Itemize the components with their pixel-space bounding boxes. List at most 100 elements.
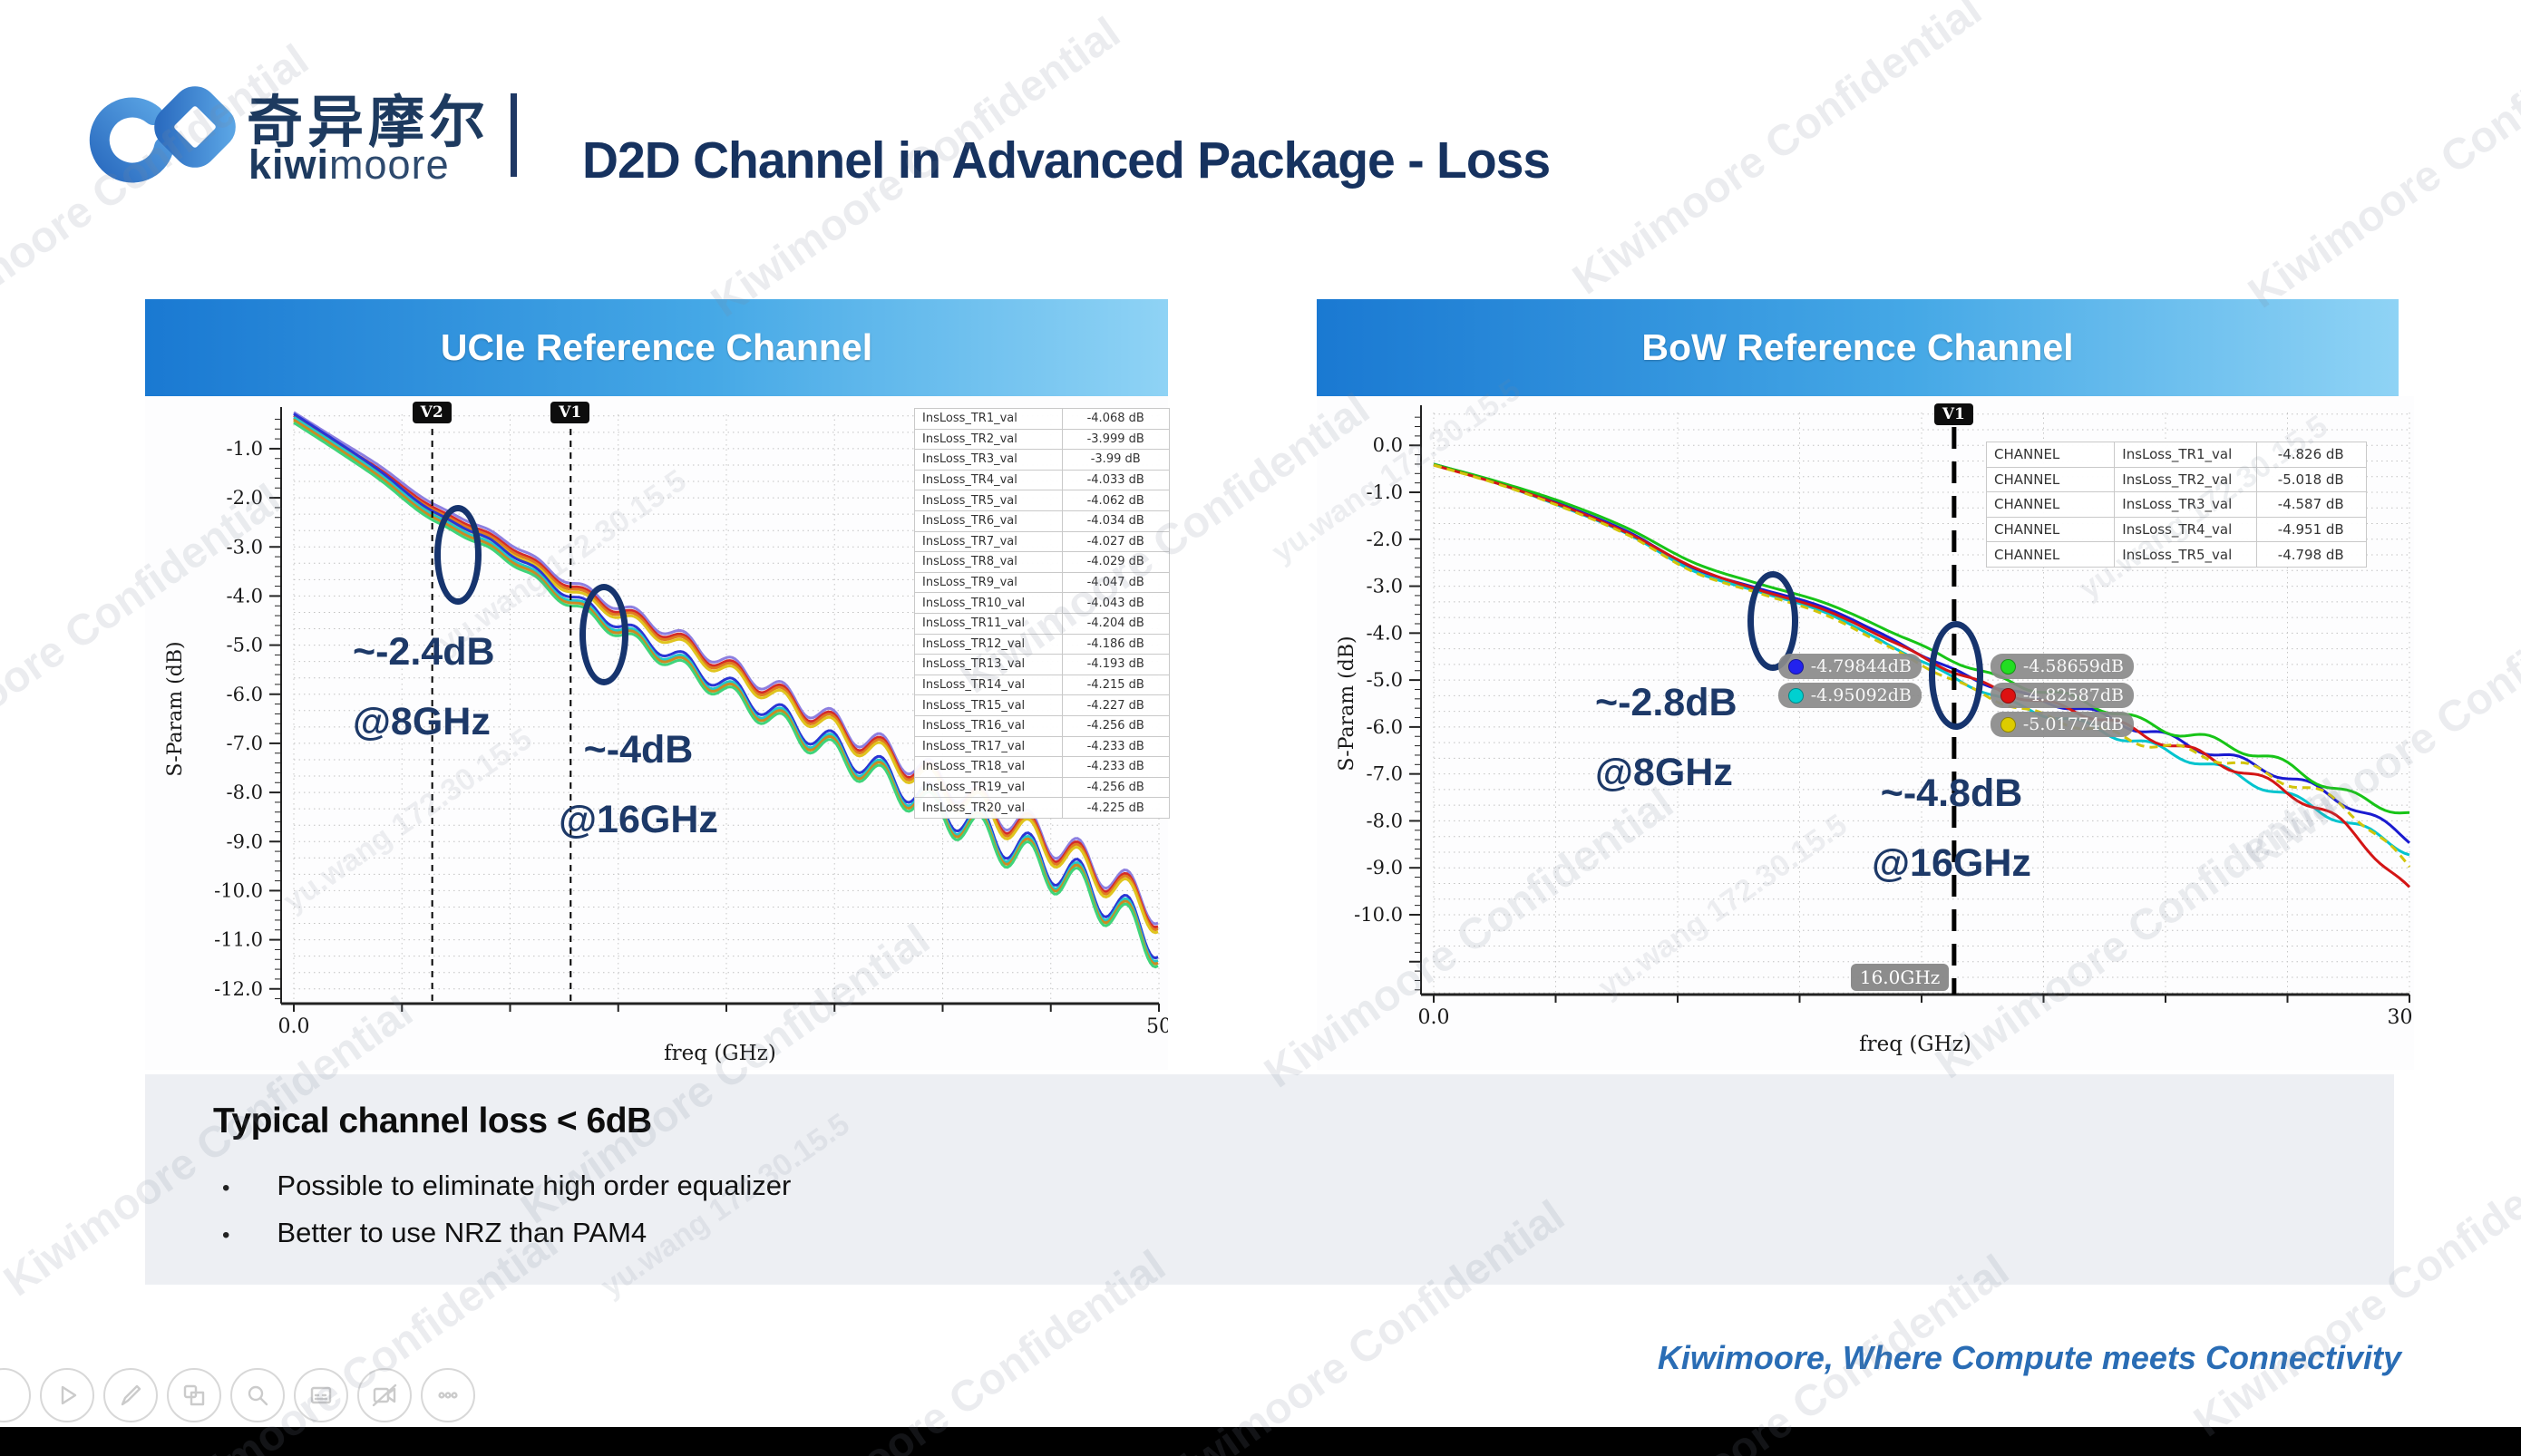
svg-text:-12.0: -12.0 (214, 978, 263, 1000)
series-color-dot (2000, 716, 2016, 733)
series-color-dot (2000, 658, 2016, 675)
table-row: CHANNEL InsLoss_TR5_val -4.798 dB (1985, 541, 2368, 568)
table-row: InsLoss_TR16_val -4.256 dB (913, 714, 1170, 737)
svg-text:30.0: 30.0 (2388, 1006, 2414, 1029)
bow-banner-title: BoW Reference Channel (1641, 326, 2074, 368)
marker-value-badge: -4.58659dB (1990, 654, 2134, 679)
svg-text:-5.0: -5.0 (1367, 669, 1404, 691)
marker-value-badge: -4.79844dB (1777, 654, 1922, 679)
series-InsLoss_TR11-TR20 bundle (293, 421, 1159, 969)
marker-chip-V1[interactable]: V1 (1933, 403, 1973, 425)
callout-freq: @8GHz (353, 700, 491, 744)
series-InsLoss_TR3 (1433, 462, 2410, 815)
table-row: CHANNEL InsLoss_TR4_val -4.951 dB (1985, 516, 2368, 543)
table-row: InsLoss_TR7_val -4.027 dB (913, 530, 1170, 553)
slides-icon[interactable] (167, 1368, 221, 1422)
series-InsLoss_TR1-TR10 bundle (293, 414, 1159, 929)
callout-freq: @16GHz (1872, 841, 2031, 886)
table-row: CHANNEL InsLoss_TR3_val -4.587 dB (1985, 491, 2368, 518)
svg-text:-1.0: -1.0 (227, 438, 264, 460)
previous-icon[interactable] (0, 1368, 31, 1422)
table-row: InsLoss_TR9_val -4.047 dB (913, 571, 1170, 594)
bow-banner: BoW Reference Channel (1317, 299, 2399, 396)
bow-panel: BoW Reference Channel 0.0 -1.0 -2.0 -3.0 -4.… (1317, 299, 2414, 1070)
svg-text:-2.0: -2.0 (1367, 529, 1404, 550)
bottom-black-bar (0, 1427, 2521, 1456)
table-row: InsLoss_TR4_val -4.033 dB (913, 469, 1170, 491)
table-row: CHANNEL InsLoss_TR2_val -5.018 dB (1985, 466, 2368, 493)
svg-text:0.0: 0.0 (278, 1015, 310, 1038)
ucie-banner: UCIe Reference Channel (145, 299, 1168, 396)
svg-text:-8.0: -8.0 (1367, 810, 1404, 831)
table-row: InsLoss_TR18_val -4.233 dB (913, 756, 1170, 778)
svg-text:-4.0: -4.0 (227, 585, 264, 607)
kiwimoore-logo-icon (89, 86, 236, 183)
svg-text:-3.0: -3.0 (227, 536, 264, 558)
svg-text:-4.0: -4.0 (1367, 622, 1404, 644)
callout-value: ~-4.8dB (1880, 772, 2023, 815)
loss-callout: ~-4.8dB @16GHz (1847, 759, 2056, 899)
marker-chip-V1[interactable]: V1 (550, 402, 590, 423)
series-color-dot (1787, 658, 1804, 675)
highlight-ellipse (1747, 571, 1798, 671)
table-row: InsLoss_TR11_val -4.204 dB (913, 612, 1170, 635)
company-slogan: Kiwimoore, Where Compute meets Connectiv… (1657, 1339, 2401, 1376)
svg-text:freq (GHz): freq (GHz) (664, 1042, 776, 1065)
svg-text:S-Param (dB): S-Param (dB) (164, 641, 187, 776)
ucie-banner-title: UCIe Reference Channel (440, 326, 873, 368)
logo-chinese-name: 奇异摩尔 (247, 92, 491, 154)
table-row: InsLoss_TR19_val -4.256 dB (913, 776, 1170, 799)
title-divider (511, 93, 517, 177)
notes-icon[interactable] (294, 1368, 348, 1422)
confidential-watermark: Kiwimoore Confidential (1564, 0, 1991, 305)
chart0-plot: -1.0 -2.0 -3.0 -4.0 -5.0 -6.0 -7.0 -8.0 -9.0 -10.… (164, 407, 1168, 1065)
table-row: InsLoss_TR1_val -4.068 dB (913, 408, 1170, 430)
table-row: InsLoss_TR12_val -4.186 dB (913, 633, 1170, 655)
camera-off-icon[interactable] (357, 1368, 412, 1422)
pen-icon[interactable] (103, 1368, 158, 1422)
svg-text:-5.0: -5.0 (227, 635, 264, 656)
channel-value-table: CHANNEL InsLoss_TR1_val -4.826 dB CHANNEL In… (1985, 442, 2368, 568)
highlight-ellipse (434, 505, 482, 605)
svg-text:-9.0: -9.0 (227, 830, 264, 852)
marker-value-text: -4.79844dB (1810, 656, 1912, 676)
insloss-legend-table: InsLoss_TR1_val -4.068 dB InsLoss_TR2_val -… (913, 408, 1170, 819)
svg-text:-2.0: -2.0 (227, 487, 264, 509)
svg-text:-7.0: -7.0 (1367, 763, 1404, 785)
table-row: InsLoss_TR8_val -4.029 dB (913, 551, 1170, 573)
more-icon[interactable] (421, 1368, 475, 1422)
marker-value-text: -5.01774dB (2022, 714, 2124, 734)
freq-badge: 16.0GHz (1850, 964, 1950, 991)
ucie-panel: UCIe Reference Channel -1.0 -2.0 -3.0 -4.0 -… (145, 299, 1170, 1070)
insight-bullet: Better to use NRZ than PAM4 (222, 1217, 791, 1249)
table-row: InsLoss_TR2_val -3.999 dB (913, 428, 1170, 451)
marker-chip-V2[interactable]: V2 (412, 402, 452, 423)
svg-text:-1.0: -1.0 (1367, 481, 1404, 503)
series-InsLoss_TR11-TR20 bundle (293, 418, 1159, 966)
svg-text:-3.0: -3.0 (1367, 576, 1404, 597)
svg-text:-11.0: -11.0 (214, 929, 263, 951)
zoom-icon[interactable] (230, 1368, 285, 1422)
ucie-chart: -1.0 -2.0 -3.0 -4.0 -5.0 -6.0 -7.0 -8.0 -9.0 -10.… (145, 396, 1170, 1070)
table-row: InsLoss_TR6_val -4.034 dB (913, 510, 1170, 532)
insight-heading: Typical channel loss < 6dB (213, 1102, 652, 1141)
svg-text:-6.0: -6.0 (227, 684, 264, 705)
marker-value-text: -4.82587dB (2022, 685, 2124, 705)
svg-text:freq (GHz): freq (GHz) (1859, 1033, 1971, 1056)
series-color-dot (1787, 687, 1804, 704)
play-icon[interactable] (40, 1368, 94, 1422)
callout-freq: @8GHz (1595, 751, 1733, 795)
highlight-ellipse (579, 584, 628, 685)
page-title: D2D Channel in Advanced Package - Loss (582, 131, 1551, 190)
bow-chart: 0.0 -1.0 -2.0 -3.0 -4.0 -5.0 -6.0 -7.0 -8.0 -9.0 -… (1317, 396, 2414, 1070)
series-InsLoss_TR1-TR10 bundle (293, 411, 1159, 926)
insight-box: Typical channel loss < 6dB Possible to e… (145, 1074, 2394, 1285)
marker-value-text: -4.95092dB (1810, 685, 1912, 705)
insight-bullet: Possible to eliminate high order equaliz… (222, 1170, 791, 1202)
series-InsLoss_TR2 (1433, 463, 2411, 869)
table-row: InsLoss_TR14_val -4.215 dB (913, 674, 1170, 696)
loss-callout: ~-2.8dB @8GHz (1595, 668, 1804, 809)
table-row: InsLoss_TR17_val -4.233 dB (913, 735, 1170, 758)
table-row: InsLoss_TR3_val -3.99 dB (913, 449, 1170, 471)
series-InsLoss_TR11-TR20 bundle (293, 413, 1159, 960)
